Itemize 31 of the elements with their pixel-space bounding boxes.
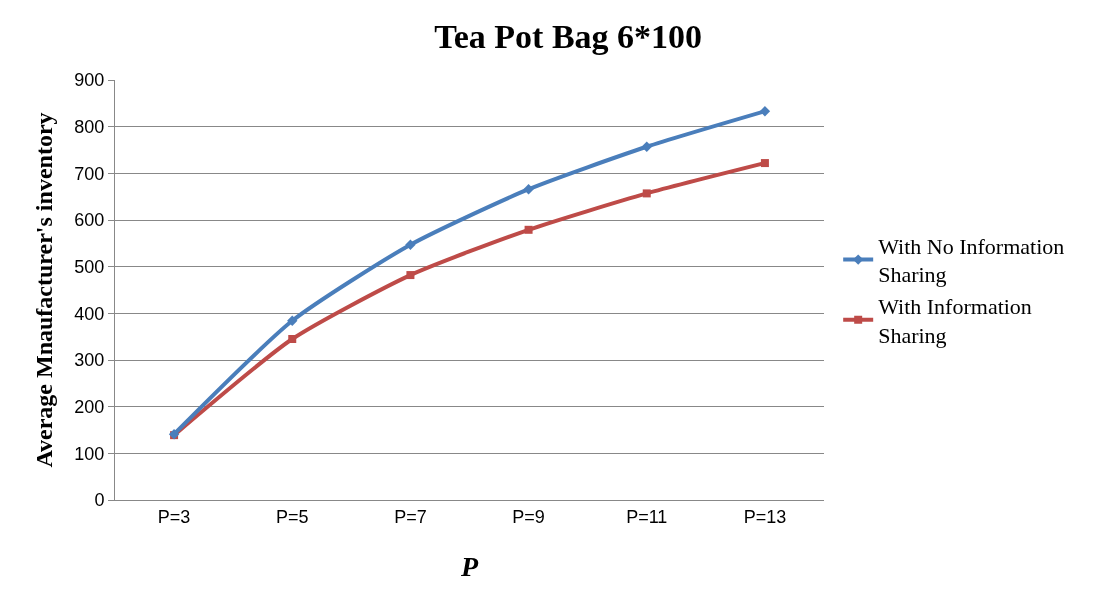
point [523,184,534,195]
y-tick-label: 100 [74,443,105,464]
point [760,159,769,168]
x-axis-title: P [459,550,479,582]
point [406,271,415,280]
y-axis-title: Average Mnaufacturer's inventory [31,112,58,468]
x-tick-label: P=7 [394,506,427,527]
point [642,189,651,198]
y-tick-label: 700 [74,163,105,184]
y-tick-label: 800 [74,116,105,137]
point [524,225,533,234]
point [759,106,771,117]
x-tick-label: P=3 [157,506,191,527]
point [405,239,416,250]
y-tick-label: 600 [74,210,105,231]
legend-label: With No Information Sharing [878,233,1065,288]
point [288,335,297,343]
legend-label: With Information Sharing [878,294,1032,348]
x-tick-label: P=11 [626,506,668,527]
x-tick-label: P=13 [743,506,787,527]
y-tick-label: 200 [74,396,105,417]
y-tick-label: 0 [94,490,105,511]
y-tick-label: 900 [74,70,105,91]
point [641,141,652,152]
chart-title: Tea Pot Bag 6*100 [434,18,703,56]
y-tick-label: 500 [74,256,105,277]
x-tick-label: P=5 [275,506,309,527]
x-tick-label: P=9 [512,506,545,527]
point [287,315,298,326]
y-tick-label: 400 [74,303,105,324]
y-tick-label: 300 [74,350,105,371]
